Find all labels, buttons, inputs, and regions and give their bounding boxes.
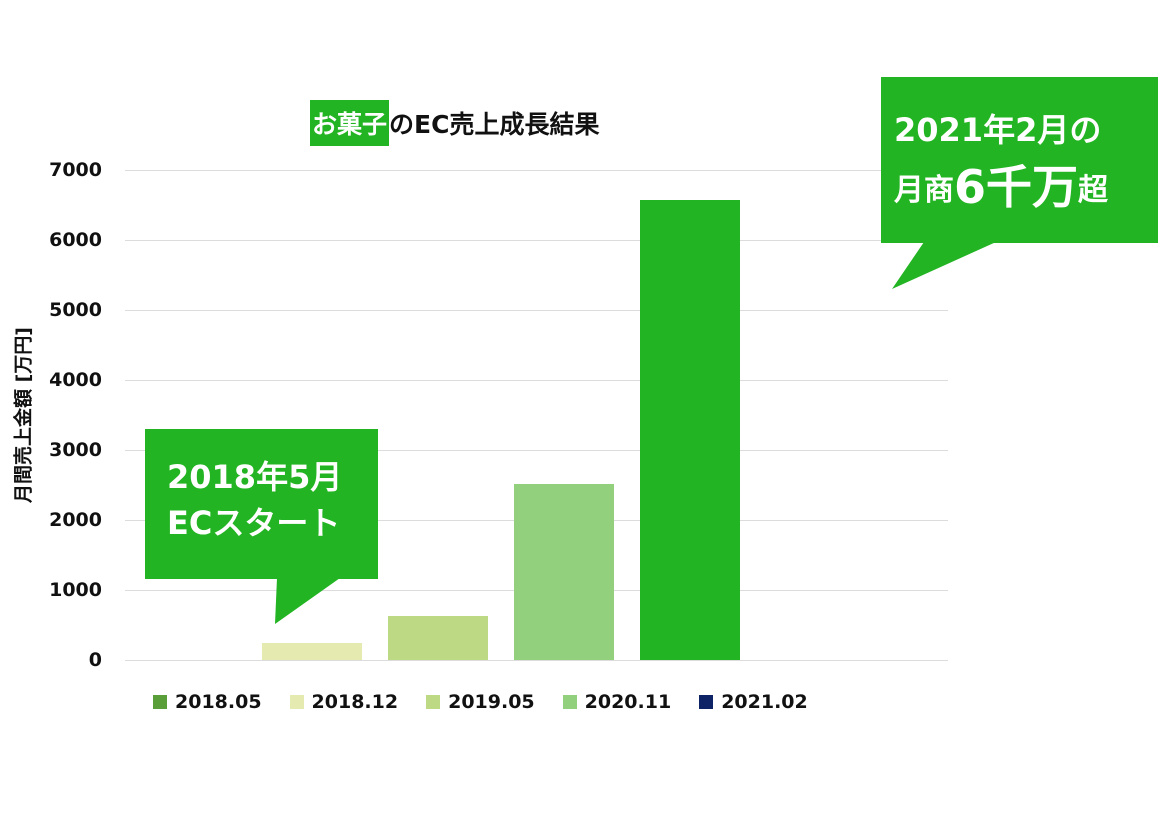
legend-swatch xyxy=(153,695,167,709)
gridline xyxy=(125,380,948,381)
legend-item: 2019.05 xyxy=(426,691,535,713)
y-tick-label: 3000 xyxy=(49,439,102,461)
legend-label: 2019.05 xyxy=(448,691,535,713)
bar-2019.05 xyxy=(388,615,488,660)
y-tick-label: 0 xyxy=(88,649,102,671)
y-tick-label: 7000 xyxy=(49,159,102,181)
bar-2020.11 xyxy=(514,483,614,660)
legend-item: 2018.12 xyxy=(289,691,399,713)
chart-title: お菓子 のEC売上成長結果 xyxy=(310,100,599,146)
y-tick-label: 6000 xyxy=(49,229,102,251)
callout-peak: 2021年2月の 月商 6千万 超 xyxy=(881,77,1158,243)
callout-ec-start-line2: ECスタート xyxy=(167,504,341,542)
legend-item: 2020.11 xyxy=(562,691,672,713)
callout-peak-line2: 月商 6千万 超 xyxy=(894,160,1109,214)
legend-label: 2020.11 xyxy=(584,691,672,713)
gridline xyxy=(125,450,948,451)
callout-peak-line2-b: 6千万 xyxy=(954,160,1079,214)
legend-swatch xyxy=(699,695,714,709)
title-highlight: お菓子 xyxy=(310,100,390,146)
legend-label: 2018.12 xyxy=(311,691,399,713)
callout-peak-line1: 2021年2月の xyxy=(894,111,1102,149)
callout-ec-start-tail xyxy=(275,578,340,624)
bar-2021.02 xyxy=(640,200,740,660)
bar-2018.12 xyxy=(262,643,362,660)
gridline xyxy=(125,170,948,171)
callout-ec-start-line1: 2018年5月 xyxy=(167,458,343,496)
y-axis-label: 月間売上金額 [万円] xyxy=(12,327,35,503)
callout-peak-tail xyxy=(892,242,996,289)
gridline xyxy=(125,240,948,241)
title-rest: のEC売上成長結果 xyxy=(389,110,600,139)
y-tick-label: 2000 xyxy=(49,509,102,531)
callout-ec-start: 2018年5月 ECスタート xyxy=(145,429,378,579)
legend-swatch xyxy=(289,695,304,709)
y-tick-label: 5000 xyxy=(49,299,102,321)
y-tick-label: 1000 xyxy=(49,579,102,601)
legend-swatch xyxy=(562,695,577,709)
legend-item: 2021.02 xyxy=(699,691,808,713)
y-tick-label: 4000 xyxy=(49,369,102,391)
legend-item: 2018.05 xyxy=(153,691,262,713)
callout-peak-line2-a: 月商 xyxy=(894,173,954,208)
legend-swatch xyxy=(426,695,441,709)
legend-label: 2018.05 xyxy=(175,691,262,713)
callout-peak-line2-c: 超 xyxy=(1078,173,1109,208)
gridline xyxy=(125,660,948,661)
gridline xyxy=(125,310,948,311)
legend: 2018.05 2018.12 2019.05 2020.11 2021.02 xyxy=(153,691,836,713)
legend-label: 2021.02 xyxy=(721,691,808,713)
